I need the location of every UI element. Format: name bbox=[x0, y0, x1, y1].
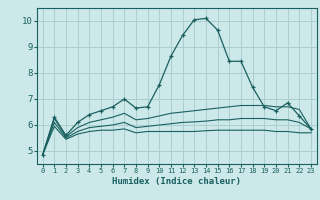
X-axis label: Humidex (Indice chaleur): Humidex (Indice chaleur) bbox=[112, 177, 241, 186]
